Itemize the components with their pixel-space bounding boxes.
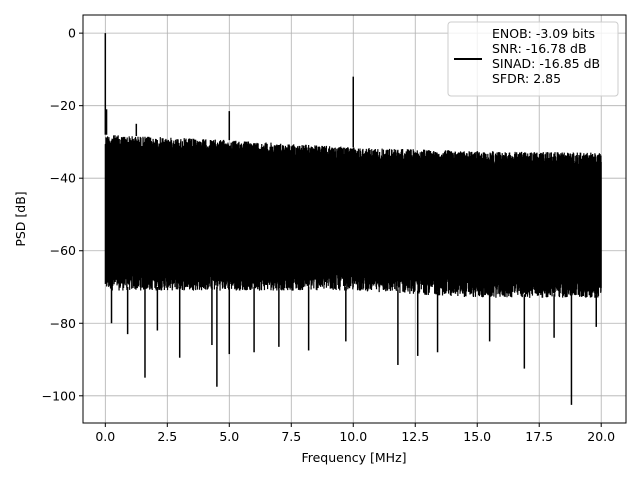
x-tick-label: 17.5: [525, 429, 553, 444]
x-tick-label: 12.5: [401, 429, 429, 444]
y-tick-label: −40: [50, 171, 76, 186]
x-tick-label: 0.0: [95, 429, 115, 444]
legend-label: ENOB: -3.09 bits SNR: -16.78 dB SINAD: -16…: [492, 26, 600, 86]
x-tick-label: 20.0: [587, 429, 615, 444]
legend-line-text: ENOB: -3.09 bits: [492, 26, 595, 41]
x-tick-label: 15.0: [463, 429, 491, 444]
x-tick-label: 10.0: [339, 429, 367, 444]
legend-line-text: SINAD: -16.85 dB: [492, 56, 600, 71]
psd-noise-trace: [104, 135, 602, 298]
legend-box: [447, 21, 619, 97]
x-tick-label: 5.0: [219, 429, 239, 444]
x-axis-label: Frequency [MHz]: [301, 450, 406, 465]
legend-line-text: SFDR: 2.85: [492, 71, 561, 86]
y-tick-label: −20: [50, 98, 76, 113]
y-tick-label: −60: [50, 243, 76, 258]
x-tick-label: 2.5: [157, 429, 177, 444]
x-tick-label: 7.5: [281, 429, 301, 444]
axis-ticks: 0.0 2.5 5.0 7.5 10.0 12.5 15.0 17.5 20.0 0 −20 −40 −…: [42, 26, 616, 444]
legend: ENOB: -3.09 bits SNR: -16.78 dB SINAD: -16…: [447, 21, 619, 97]
legend-line-text: SNR: -16.78 dB: [492, 41, 587, 56]
psd-trace: [104, 33, 602, 405]
y-tick-label: −80: [50, 316, 76, 331]
y-tick-label: −100: [42, 388, 76, 403]
y-axis-label: PSD [dB]: [13, 191, 28, 246]
y-tick-label: 0: [68, 26, 76, 41]
axes-frame: [82, 14, 627, 424]
